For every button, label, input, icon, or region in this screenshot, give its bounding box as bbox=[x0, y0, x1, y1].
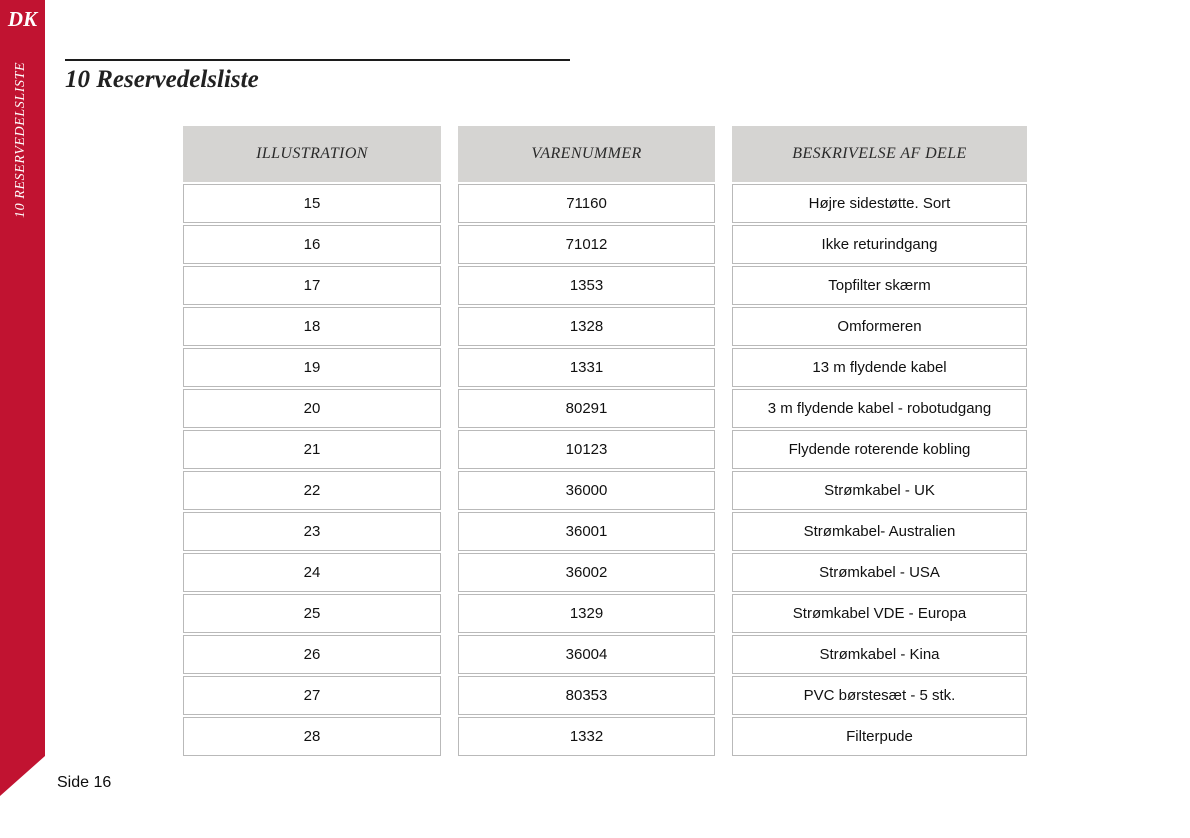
table-cell: 36004 bbox=[458, 635, 715, 674]
table-cell: 36000 bbox=[458, 471, 715, 510]
table-cell: Strømkabel - UK bbox=[732, 471, 1027, 510]
table-cell: Strømkabel - Kina bbox=[732, 635, 1027, 674]
page-title: 10 Reservedelsliste bbox=[65, 66, 259, 93]
table-cell: 18 bbox=[183, 307, 441, 346]
table-cell: 13 m flydende kabel bbox=[732, 348, 1027, 387]
table-cell: Strømkabel- Australien bbox=[732, 512, 1027, 551]
table-cell: 22 bbox=[183, 471, 441, 510]
table-cell: 25 bbox=[183, 594, 441, 633]
table-cell: 28 bbox=[183, 717, 441, 756]
title-rule bbox=[65, 59, 570, 61]
table-cell: 26 bbox=[183, 635, 441, 674]
column-header: VARENUMMER bbox=[458, 126, 715, 182]
table-cell: 36001 bbox=[458, 512, 715, 551]
table-cell: Omformeren bbox=[732, 307, 1027, 346]
table-cell: 80291 bbox=[458, 389, 715, 428]
table-cell: 71160 bbox=[458, 184, 715, 223]
table-cell: 3 m flydende kabel - robotudgang bbox=[732, 389, 1027, 428]
table-cell: PVC børstesæt - 5 stk. bbox=[732, 676, 1027, 715]
table-cell: 10123 bbox=[458, 430, 715, 469]
language-code-label: DK bbox=[7, 7, 38, 31]
table-cell: 36002 bbox=[458, 553, 715, 592]
sidebar-ribbon: DK 10 RESERVEDELSLISTE bbox=[0, 0, 45, 796]
table-cell: 1329 bbox=[458, 594, 715, 633]
column-header: ILLUSTRATION bbox=[183, 126, 441, 182]
table-cell: 1331 bbox=[458, 348, 715, 387]
section-vertical-label: 10 RESERVEDELSLISTE bbox=[13, 61, 28, 218]
table-cell: Strømkabel VDE - Europa bbox=[732, 594, 1027, 633]
table-column-1: VARENUMMER 71160 71012 1353 1328 1331 80291 101… bbox=[458, 126, 715, 756]
table-column-2: BESKRIVELSE AF DELE Højre sidestøtte. Sor… bbox=[732, 126, 1027, 756]
table-cell: 17 bbox=[183, 266, 441, 305]
table-column-0: ILLUSTRATION 15 16 17 18 19 20 21 22 23 24 25 26 27 28 bbox=[183, 126, 441, 756]
table-cell: 1328 bbox=[458, 307, 715, 346]
table-cell: Flydende roterende kobling bbox=[732, 430, 1027, 469]
table-cell: 20 bbox=[183, 389, 441, 428]
column-header: BESKRIVELSE AF DELE bbox=[732, 126, 1027, 182]
table-cell: Topfilter skærm bbox=[732, 266, 1027, 305]
table-cell: Filterpude bbox=[732, 717, 1027, 756]
table-cell: 15 bbox=[183, 184, 441, 223]
table-cell: 24 bbox=[183, 553, 441, 592]
table-cell: 1353 bbox=[458, 266, 715, 305]
spare-parts-table: ILLUSTRATION 15 16 17 18 19 20 21 22 23 24 25 26 27 28… bbox=[183, 126, 1027, 756]
table-cell: 80353 bbox=[458, 676, 715, 715]
table-cell: 1332 bbox=[458, 717, 715, 756]
table-cell: 19 bbox=[183, 348, 441, 387]
table-cell: 71012 bbox=[458, 225, 715, 264]
table-cell: Ikke returindgang bbox=[732, 225, 1027, 264]
table-cell: 27 bbox=[183, 676, 441, 715]
table-cell: 16 bbox=[183, 225, 441, 264]
table-cell: 23 bbox=[183, 512, 441, 551]
table-cell: Højre sidestøtte. Sort bbox=[732, 184, 1027, 223]
table-cell: Strømkabel - USA bbox=[732, 553, 1027, 592]
table-cell: 21 bbox=[183, 430, 441, 469]
page-number-label: Side 16 bbox=[57, 774, 112, 791]
